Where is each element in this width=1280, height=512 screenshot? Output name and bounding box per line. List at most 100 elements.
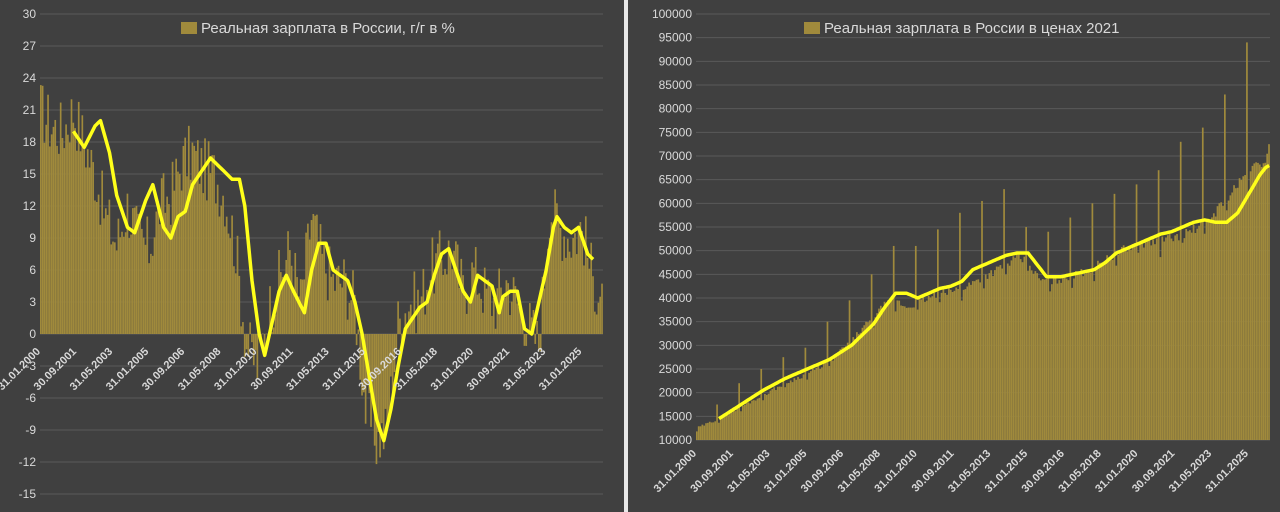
bar	[1106, 255, 1108, 440]
bar	[568, 251, 571, 334]
bar	[929, 297, 932, 440]
bar	[984, 274, 987, 440]
bar	[966, 286, 969, 440]
bar	[1067, 280, 1070, 440]
bar	[444, 268, 446, 334]
bar	[863, 325, 866, 440]
bar	[339, 283, 342, 334]
bar	[243, 334, 246, 357]
bar	[1179, 141, 1182, 441]
bar	[81, 115, 84, 334]
bar	[503, 297, 506, 334]
bar	[534, 334, 537, 344]
bar	[451, 269, 454, 334]
bar	[59, 102, 62, 334]
bar	[1257, 162, 1259, 441]
bar	[839, 349, 842, 440]
bar	[110, 244, 113, 334]
bar	[115, 250, 118, 334]
bar	[359, 334, 362, 380]
bar	[478, 293, 481, 334]
bar	[141, 228, 143, 334]
bar	[404, 313, 407, 334]
bar	[43, 142, 46, 334]
bar	[196, 140, 199, 334]
bar	[182, 145, 185, 334]
bar	[552, 226, 555, 334]
bar	[399, 318, 401, 334]
bar	[88, 167, 91, 334]
bar	[1124, 249, 1127, 440]
bar	[970, 284, 972, 440]
bar	[960, 300, 963, 440]
bar	[740, 411, 742, 440]
bar	[1240, 179, 1243, 441]
bar	[1115, 265, 1118, 440]
bar	[406, 324, 408, 334]
bar	[1200, 221, 1202, 440]
bar	[56, 145, 58, 334]
bar	[1102, 265, 1105, 440]
bar	[778, 386, 781, 440]
bar	[913, 307, 915, 440]
bar	[1222, 205, 1224, 440]
bar	[263, 334, 266, 349]
bar	[1253, 163, 1256, 440]
bar	[595, 314, 598, 334]
y-tick-label: 45000	[659, 267, 693, 281]
bar	[368, 334, 371, 394]
bar	[986, 278, 989, 440]
yoy-growth-chart: -15-12-9-6-303691215182124273031.01.2000…	[0, 7, 603, 501]
bar	[1190, 232, 1193, 440]
bar	[957, 288, 959, 440]
bar	[148, 263, 150, 334]
bar	[1056, 283, 1059, 440]
legend-label: Реальная зарплата в России в ценах 2021	[824, 20, 1120, 37]
bar	[1038, 278, 1040, 440]
bar	[79, 151, 82, 334]
bar	[948, 287, 950, 440]
bar	[54, 119, 57, 334]
bar	[1203, 233, 1206, 440]
bar	[579, 222, 582, 334]
bar	[699, 426, 702, 440]
moving-average-line	[718, 163, 1270, 421]
bar	[245, 334, 248, 350]
bar	[800, 378, 803, 440]
bar	[909, 307, 912, 440]
bar	[968, 282, 970, 440]
bar	[1065, 278, 1068, 440]
bar	[386, 334, 389, 427]
bar	[572, 238, 574, 334]
bar	[822, 363, 825, 440]
bar	[810, 371, 812, 440]
bar	[1093, 281, 1096, 440]
bar	[501, 301, 504, 334]
bar	[191, 142, 194, 334]
y-tick-label: 27	[23, 39, 37, 53]
bar	[1130, 249, 1132, 440]
bar	[350, 300, 353, 334]
bar	[962, 289, 965, 440]
bar	[227, 233, 230, 334]
bar	[1016, 253, 1018, 440]
bar	[352, 270, 354, 334]
bar	[1010, 260, 1013, 440]
bar	[892, 245, 895, 440]
bar	[52, 126, 55, 334]
bar	[343, 259, 345, 334]
y-tick-label: 40000	[659, 291, 693, 305]
bar	[758, 397, 761, 440]
bar	[1183, 238, 1186, 440]
bar	[436, 243, 439, 334]
bar	[883, 301, 886, 440]
bar	[289, 250, 291, 334]
bar	[559, 227, 562, 334]
y-tick-label: -15	[19, 487, 37, 501]
legend-label: Реальная зарплата в России, г/г в %	[201, 20, 455, 37]
y-tick-label: 9	[29, 231, 36, 245]
bar	[442, 274, 445, 334]
bar	[583, 265, 585, 334]
bar	[852, 337, 855, 440]
bar	[530, 317, 533, 334]
